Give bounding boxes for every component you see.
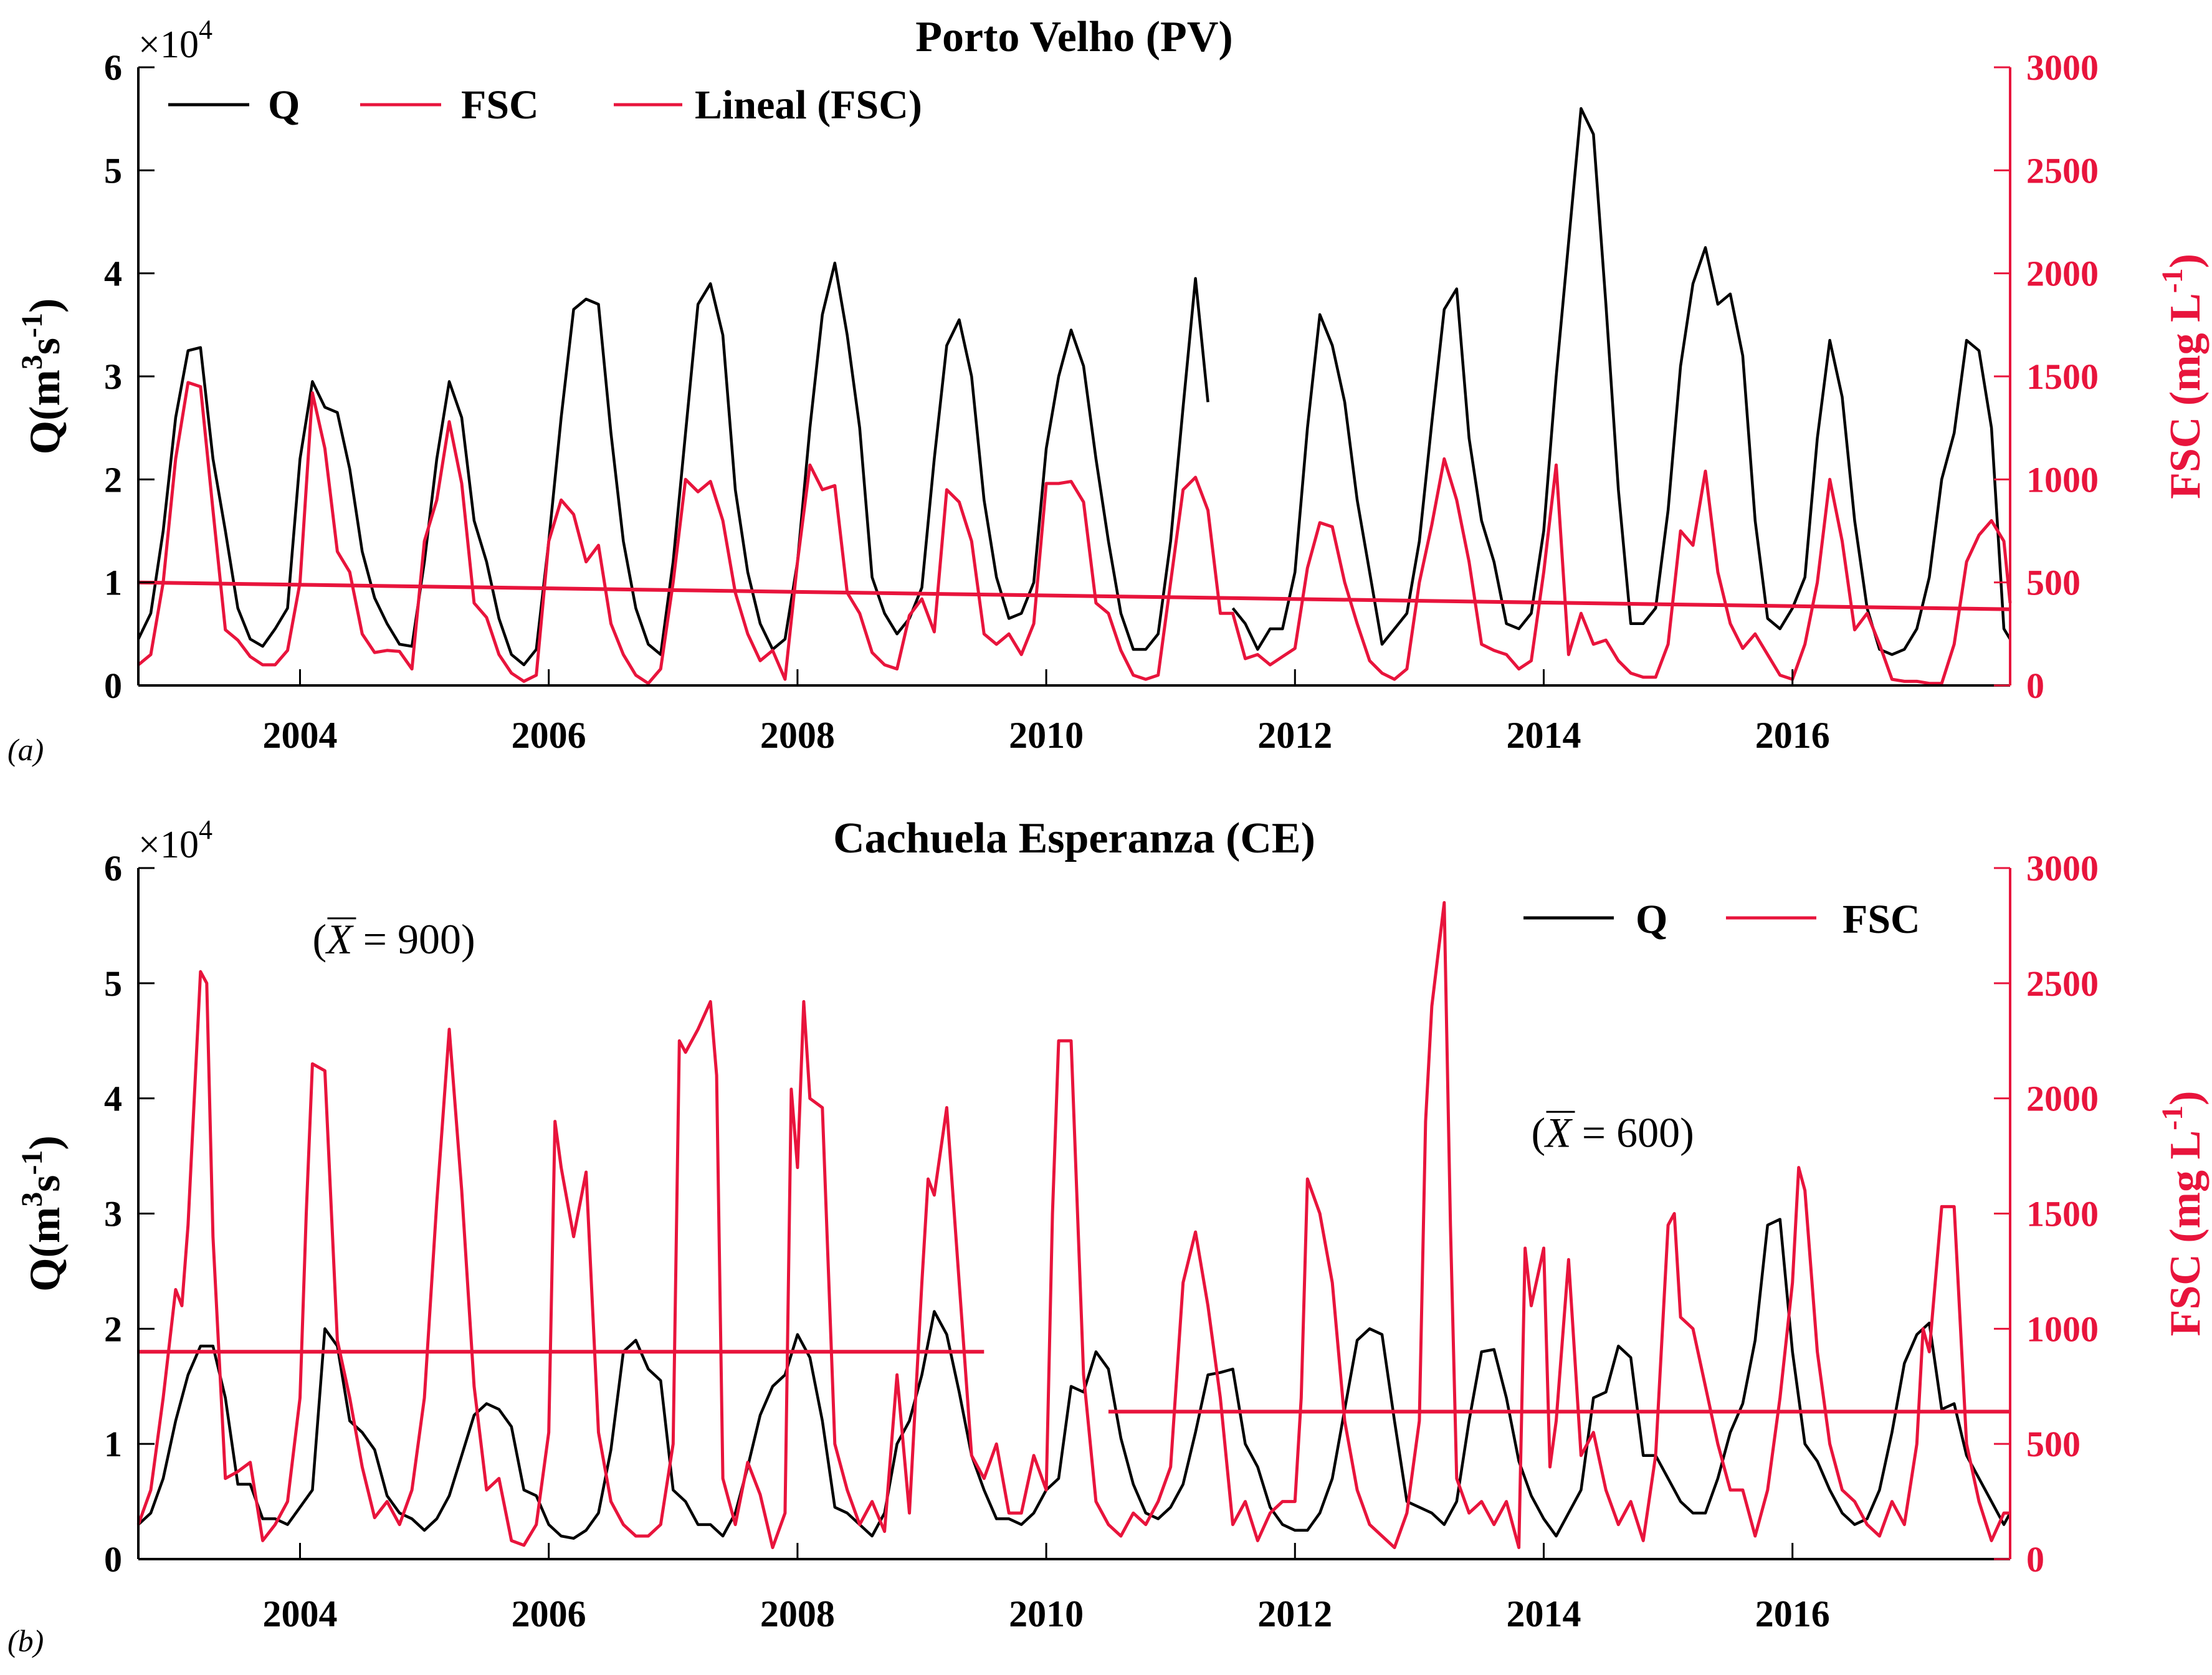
x-tick-label: 2016: [1755, 1593, 1830, 1634]
y-multiplier-base: ×10: [138, 824, 199, 866]
y-left-tick-label: 1: [104, 563, 122, 603]
y-right-label-end: ): [2162, 1091, 2210, 1105]
y-right-label: FSC (mg L-1): [2156, 254, 2210, 499]
x-tick-label: 2006: [512, 1593, 586, 1634]
series-line-q-1: [1231, 107, 2011, 656]
chart-panel-a: 0 1 2 3 4 5 6 0 500 1000 1500 2000 2500 3000 2004 2006 2…: [7, 13, 2210, 767]
y-left-label-end: ): [21, 1135, 69, 1150]
x-tick-label: 2010: [1009, 715, 1084, 756]
y-right-tick-label: 1000: [2026, 459, 2099, 500]
y-left-tick-label: 0: [104, 666, 122, 706]
y-left-tick-label: 0: [104, 1539, 122, 1580]
y-left-label-sup: -1: [16, 1150, 49, 1175]
x-tick-label: 2014: [1506, 1593, 1581, 1634]
x-tick-label: 2004: [262, 715, 337, 756]
y-right-label: FSC (mg L-1): [2156, 1091, 2210, 1337]
y-right-tick-label: 1000: [2026, 1309, 2099, 1349]
y-left-tick-label: 4: [104, 1079, 122, 1119]
mean-annotation: (X = 900): [312, 915, 475, 963]
y-left-tick-label: 3: [104, 356, 122, 397]
y-right-label-main: FSC (mg L: [2162, 1130, 2210, 1337]
series-line-lineal-fsc--0: [138, 580, 2011, 611]
mean-annotation-open: (: [1532, 1109, 1546, 1156]
legend-label: FSC: [1843, 897, 1920, 942]
panel-label: (a): [7, 732, 44, 767]
x-tick-label: 2004: [262, 1593, 337, 1634]
mean-annotation: (X = 600): [1532, 1109, 1694, 1156]
series-line-q-0: [137, 1218, 2011, 1540]
y-left-label-main: Q(m: [21, 1207, 69, 1292]
x-tick-label: 2008: [760, 715, 835, 756]
chart-title: Porto Velho (PV): [915, 13, 1232, 61]
y-multiplier-exponent: 4: [199, 14, 212, 45]
series-line-fsc-0: [137, 381, 2012, 685]
legend-label: FSC: [461, 82, 539, 128]
y-left-tick-label: 2: [104, 1309, 122, 1349]
y-left-tick-label: 5: [104, 150, 122, 191]
series-line-q-0: [136, 261, 1209, 667]
y-right-tick-label: 1500: [2026, 356, 2099, 397]
series-line-fsc-0: [136, 901, 2010, 1549]
chart-panel-b: 0 1 2 3 4 5 6 0 500 1000 1500 2000 2500 3000 2004 2006 2…: [7, 814, 2210, 1658]
y-left-label-sup: -1: [16, 313, 49, 338]
x-tick-label: 2014: [1506, 715, 1581, 756]
x-tick-label: 2006: [512, 715, 586, 756]
y-right-label-main: FSC (mg L: [2162, 293, 2210, 499]
y-left-tick-label: 4: [104, 254, 122, 294]
panel-label: (b): [7, 1623, 44, 1658]
x-tick-label: 2012: [1257, 1593, 1332, 1634]
y-left-label-mid: s: [21, 1175, 69, 1191]
y-right-tick-label: 2000: [2026, 254, 2099, 294]
y-right-tick-label: 2000: [2026, 1079, 2099, 1119]
mean-annotation-value: = 900): [353, 915, 475, 963]
y-right-label-end: ): [2162, 254, 2210, 268]
y-left-tick-label: 1: [104, 1424, 122, 1464]
mean-annotation-var: X: [325, 915, 354, 963]
y-right-tick-label: 3000: [2026, 848, 2099, 889]
mean-annotation-var: X: [1543, 1109, 1573, 1156]
y-left-label-sup: 3: [16, 355, 49, 370]
legend-label: Q: [1636, 897, 1667, 942]
y-left-tick-label: 2: [104, 459, 122, 500]
y-right-label-sup: -1: [2156, 1105, 2189, 1130]
y-multiplier-base: ×10: [138, 24, 199, 66]
y-multiplier-exponent: 4: [199, 814, 212, 845]
mean-annotation-value: = 600): [1571, 1109, 1694, 1156]
y-right-tick-label: 500: [2026, 1424, 2081, 1464]
y-left-tick-label: 5: [104, 963, 122, 1004]
y-multiplier: ×104: [138, 14, 212, 66]
y-left-label-main: Q(m: [21, 370, 69, 454]
y-right-tick-label: 0: [2026, 1539, 2044, 1580]
x-tick-label: 2010: [1009, 1593, 1084, 1634]
y-left-label-end: ): [21, 298, 69, 313]
y-right-tick-label: 3000: [2026, 47, 2099, 88]
y-left-label: Q(m3s-1): [16, 298, 69, 455]
x-tick-label: 2008: [760, 1593, 835, 1634]
y-left-label-sup: 3: [16, 1192, 49, 1207]
y-left-tick-label: 6: [104, 848, 122, 889]
y-right-tick-label: 2500: [2026, 963, 2099, 1004]
y-left-label-mid: s: [21, 338, 69, 355]
y-left-tick-label: 3: [104, 1194, 122, 1234]
chart-title: Cachuela Esperanza (CE): [833, 814, 1315, 862]
y-right-tick-label: 500: [2026, 563, 2081, 603]
legend-label: Q: [268, 82, 300, 128]
legend-label: Lineal (FSC): [695, 82, 922, 128]
y-right-tick-label: 2500: [2026, 150, 2099, 191]
y-left-label: Q(m3s-1): [16, 1135, 69, 1292]
y-right-label-sup: -1: [2156, 268, 2189, 293]
x-tick-label: 2016: [1755, 715, 1830, 756]
x-tick-label: 2012: [1257, 715, 1332, 756]
mean-annotation-open: (: [312, 915, 327, 963]
y-right-tick-label: 1500: [2026, 1194, 2099, 1234]
y-right-tick-label: 0: [2026, 666, 2044, 706]
y-multiplier: ×104: [138, 814, 212, 866]
y-left-tick-label: 6: [104, 47, 122, 88]
